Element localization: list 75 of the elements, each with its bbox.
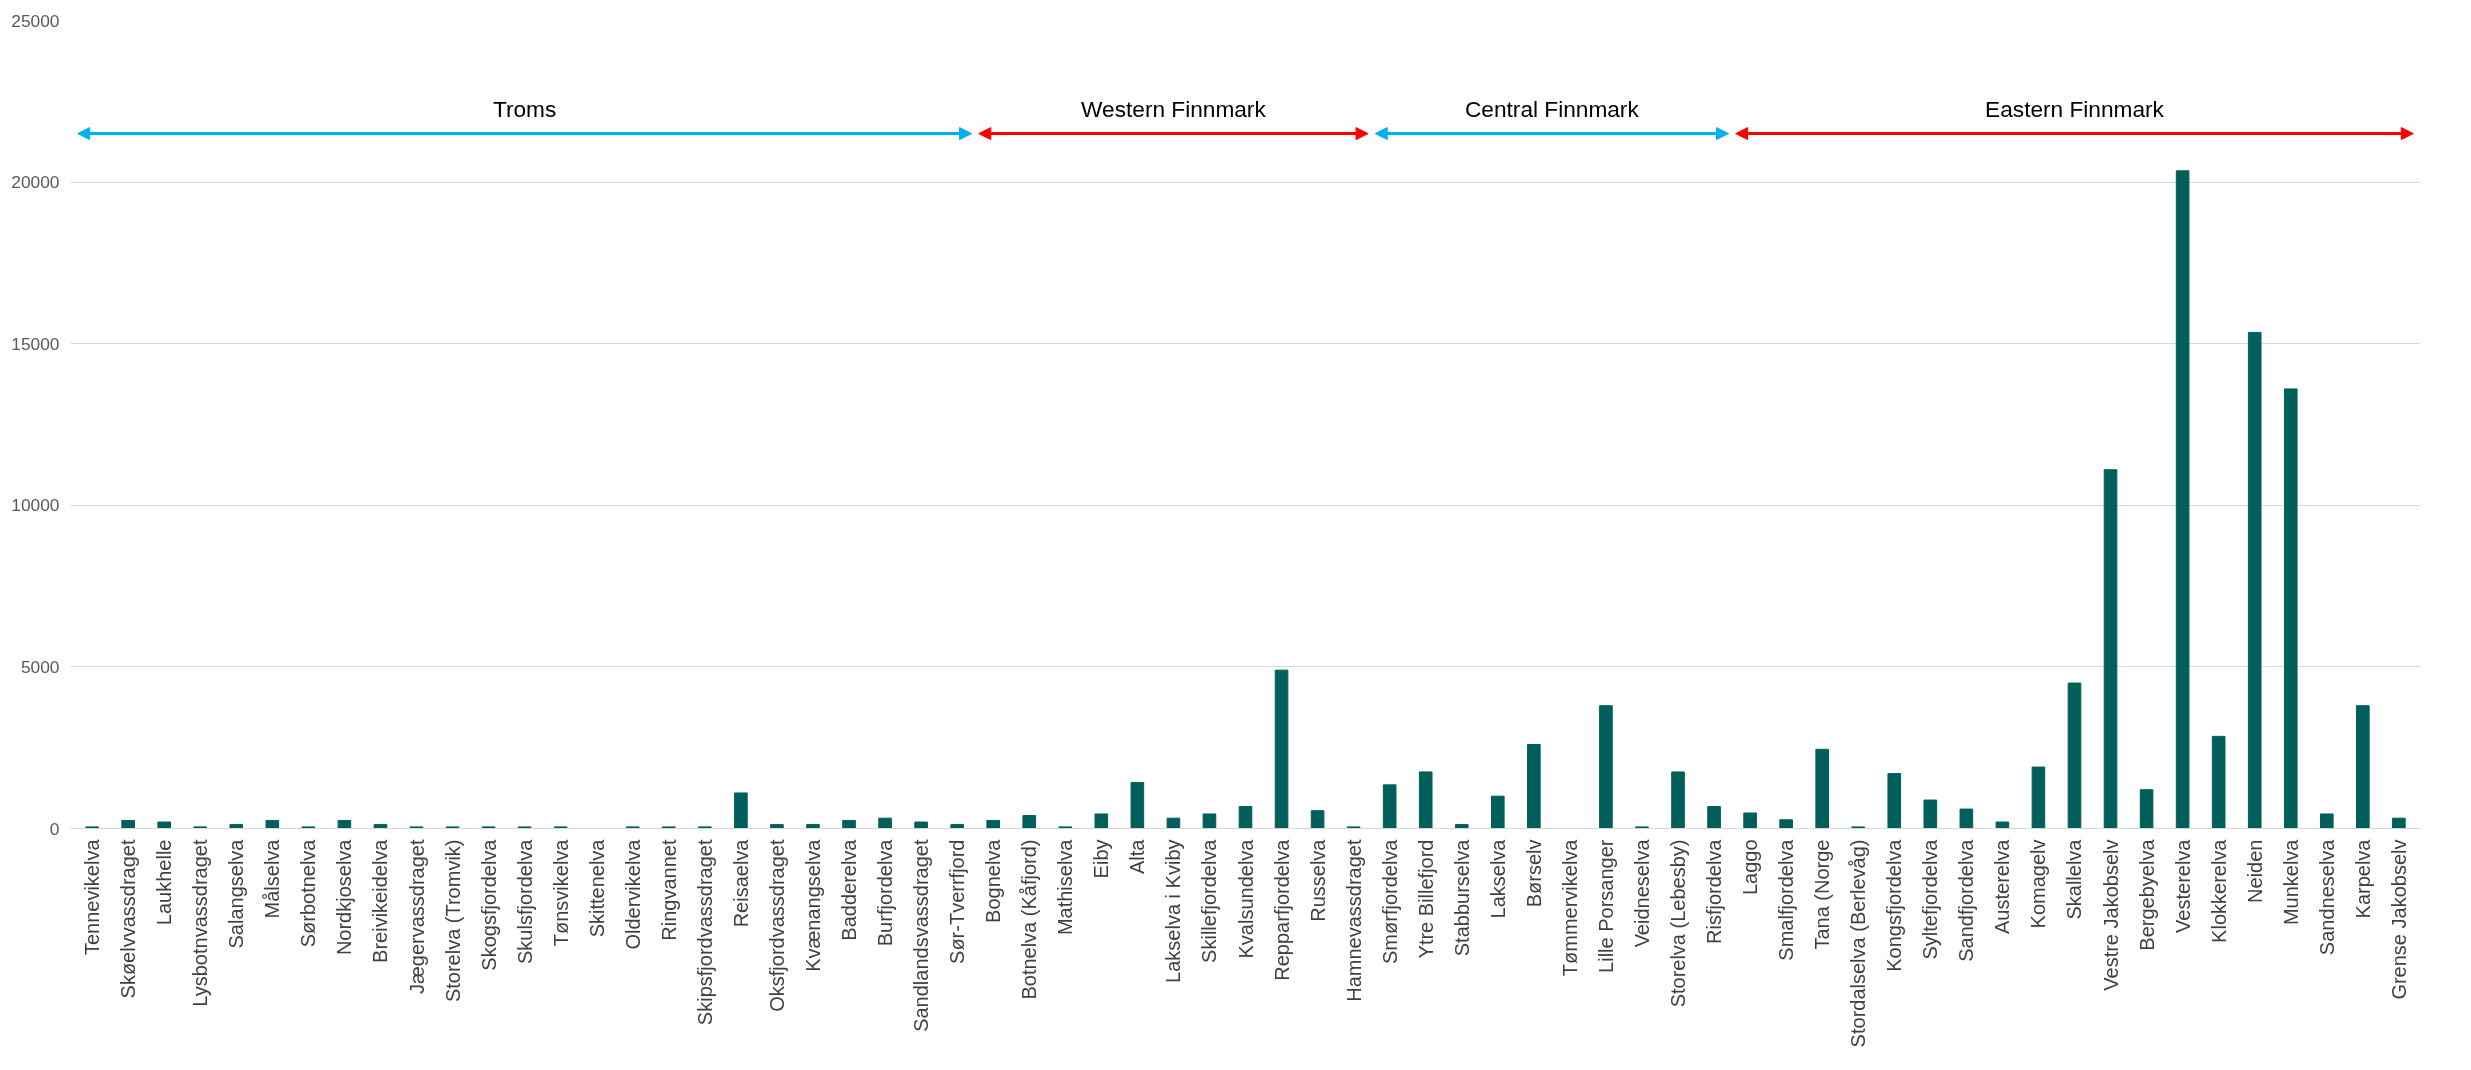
x-tick-label: Stabburselva (1450, 838, 1473, 957)
x-tick-label: Mathiselva (1054, 838, 1077, 936)
x-tick-label: Lysbotnvassdraget (189, 839, 212, 1007)
x-tick-label: Tømmervikelva (1558, 838, 1581, 977)
x-tick-label: Skittenelva (585, 838, 608, 938)
x-tick-label: Tønsvikelva (549, 838, 572, 947)
x-tick-label: Sandfjordelva (1955, 838, 1978, 962)
x-tick-label: Lille Porsanger (1594, 839, 1617, 973)
annotation: Troms (492, 95, 557, 122)
x-tick-label: Breivikeidelva (369, 838, 392, 963)
x-tick-label: Nordkjoselva (333, 838, 356, 956)
x-tick-label: Bergebyelva (2135, 838, 2158, 951)
x-tick-label: Ringvannet (657, 839, 680, 941)
x-tick-label: Sandlandsvassdraget (910, 839, 933, 1032)
y-tick-label: 0 (49, 818, 60, 839)
x-tick-label: Risfjordelva (1703, 838, 1726, 944)
x-tick-label: Smalfjordelva (1775, 838, 1798, 961)
x-tick-label: Målselva (261, 838, 284, 919)
y-tick-label: 15000 (11, 333, 60, 354)
x-tick-label: Skulsfjordelva (513, 838, 536, 964)
x-tick-label: Skøelvvassdraget (117, 839, 140, 999)
x-tick-label: Børselv (1522, 839, 1545, 908)
x-tick-label: Munkelva (2279, 838, 2302, 926)
x-tick-label: Repparfjordelva (1270, 838, 1293, 981)
x-tick-label: Storelva (Tromvik) (441, 839, 464, 1003)
x-tick-label: Austerelva (1991, 838, 2014, 934)
x-tick-label: Eiby (1090, 839, 1113, 879)
y-tick-label: 20000 (11, 172, 60, 193)
x-tick-label: Skogsfjordelva (477, 838, 500, 971)
x-tick-label: Sørbotnelva (297, 838, 320, 948)
x-tick-label: Laggo (1739, 839, 1762, 896)
x-tick-label: Reisaelva (729, 838, 752, 928)
x-tick-label: Vesterelva (2171, 838, 2194, 933)
x-tick-label: Oksfjordvassdraget (765, 839, 788, 1012)
x-tick-label: Smørfjordelva (1378, 838, 1401, 964)
x-tick-label: Sør-Tverrfjord (946, 839, 969, 964)
x-tick-label: Syltefjordelva (1919, 838, 1942, 960)
x-tick-label: Stordalselva (Berlevåg) (1847, 839, 1870, 1048)
annotation: Western Finnmark (1081, 95, 1267, 122)
x-tick-label: Skallelva (2063, 838, 2086, 920)
x-tick-label: Badderelva (838, 838, 861, 941)
annotation: Eastern Finnmark (1985, 95, 2165, 122)
y-tick-label: 5000 (20, 656, 60, 677)
x-tick-label: Klokkerelva (2207, 838, 2230, 943)
x-tick-label: Kongsfjordelva (1883, 838, 1906, 972)
x-tick-label: Laukhelle (153, 839, 176, 926)
x-tick-label: Burfjordelva (874, 838, 897, 947)
x-tick-label: Skillefjordelva (1198, 838, 1221, 963)
x-tick-label: Lakselva (1486, 838, 1509, 919)
x-tick-label: Lakselva i Kviby (1162, 839, 1185, 983)
x-tick-label: Salangselva (225, 838, 248, 949)
x-tick-label: Grense Jakobselv (2387, 839, 2410, 1000)
x-tick-label: Sandneselva (2315, 838, 2338, 956)
x-tick-label: Tennevikelva (81, 838, 104, 956)
x-tick-label: Russelva (1306, 838, 1329, 922)
x-tick-label: Neiden (2243, 839, 2266, 903)
x-tick-label: Komagelv (2027, 839, 2050, 929)
x-tick-label: Kvalsundelva (1234, 838, 1257, 959)
x-tick-label: Kvænangselva (801, 838, 824, 972)
x-tick-label: Oldervikelva (621, 838, 644, 950)
x-tick-label: Alta (1126, 838, 1149, 874)
x-tick-label: Botnelva (Kåfjord) (1018, 839, 1041, 1000)
x-tick-label: Ytre Billefjord (1414, 839, 1437, 959)
x-tick-label: Vestre Jakobselv (2099, 839, 2122, 991)
x-tick-label: Bognelva (982, 838, 1005, 923)
x-tick-label: Storelva (Lebesby) (1667, 839, 1690, 1008)
y-tick-label: 25000 (11, 10, 60, 31)
annotation: Central Finnmark (1464, 95, 1640, 122)
x-tick-label: Karpelva (2351, 838, 2374, 919)
x-tick-label: Tana (Norge (1811, 839, 1834, 950)
y-tick-label: 10000 (11, 495, 60, 516)
x-tick-label: Hamnevassdraget (1342, 839, 1365, 1002)
x-tick-label: Jægervassdraget (405, 839, 428, 995)
x-tick-label: Veidneselva (1630, 838, 1653, 948)
x-tick-label: Skipsfjordvassdraget (693, 839, 716, 1026)
